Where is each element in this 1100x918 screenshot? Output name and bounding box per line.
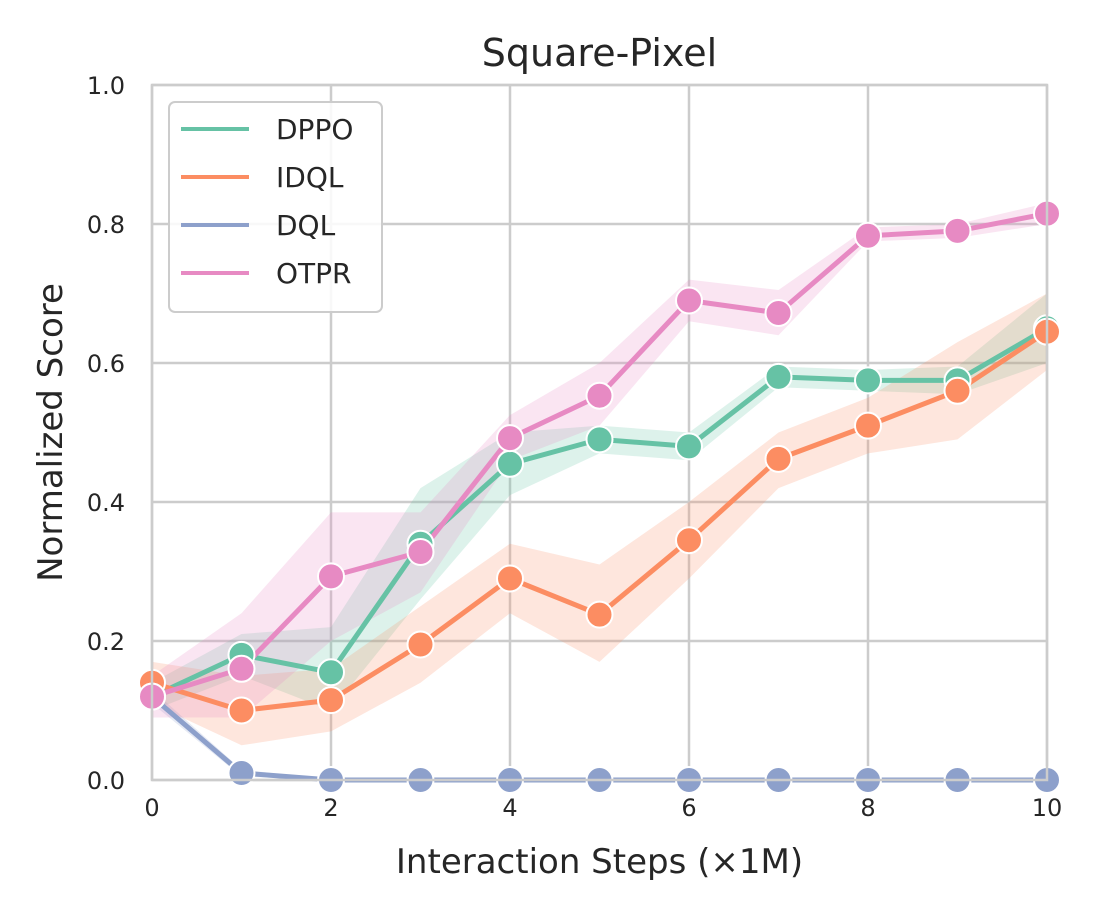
dppo-point: [317, 658, 345, 687]
x-axis-label: Interaction Steps (×1M): [396, 842, 803, 882]
y-axis-label: Normalized Score: [31, 283, 71, 582]
dppo-point: [675, 432, 703, 461]
legend: DPPO IDQL DQL OTPR: [168, 101, 383, 313]
y-tick-label: 0.2: [87, 628, 125, 656]
otpr-point: [854, 221, 882, 250]
dppo-point: [764, 362, 793, 391]
x-tick-label: 2: [323, 794, 338, 822]
idql-point: [854, 411, 882, 440]
y-tick-label: 0.6: [87, 350, 125, 378]
legend-label: DQL: [276, 209, 336, 242]
idql-point: [943, 376, 972, 405]
dppo-point: [585, 425, 614, 454]
x-tick-label: 6: [681, 794, 696, 822]
chart-title: Square-Pixel: [482, 31, 717, 75]
legend-label: DPPO: [276, 113, 353, 146]
dppo-point: [496, 449, 524, 478]
legend-label: IDQL: [276, 161, 344, 194]
legend-label: OTPR: [276, 257, 351, 290]
otpr-point: [585, 381, 614, 410]
legend-items: DPPO IDQL DQL OTPR: [181, 113, 353, 290]
idql-point: [675, 526, 703, 555]
plot-frame: [150, 83, 1049, 782]
idql-point: [764, 444, 793, 473]
otpr-point: [496, 424, 524, 453]
idql-point: [496, 564, 524, 593]
otpr-point: [764, 299, 793, 327]
otpr-point: [675, 286, 703, 315]
x-tick-label: 0: [144, 794, 159, 822]
otpr-confidence-band: [152, 203, 1047, 718]
otpr-point: [406, 538, 435, 566]
idql-point: [227, 696, 256, 725]
x-tick-label: 8: [860, 794, 875, 822]
otpr-point: [943, 216, 972, 245]
otpr-point: [227, 654, 256, 683]
y-tick-label: 1.0: [87, 72, 125, 100]
y-tick-label: 0.0: [87, 767, 125, 795]
x-tick-label: 10: [1032, 794, 1063, 822]
dql-point: [227, 759, 256, 787]
y-tick-label: 0.8: [87, 211, 125, 239]
idql-point: [317, 686, 345, 715]
y-tick-label: 0.4: [87, 489, 125, 517]
dppo-point: [854, 366, 882, 395]
idql-point: [585, 600, 614, 629]
x-tick-label: 4: [502, 794, 517, 822]
otpr-point: [317, 562, 345, 591]
tick-labels: 0 2 4 6 8 10 0.0 0.2 0.4 0.6 0.8 1.0: [87, 72, 1062, 822]
legend-box: [168, 101, 383, 313]
idql-point: [406, 630, 435, 659]
